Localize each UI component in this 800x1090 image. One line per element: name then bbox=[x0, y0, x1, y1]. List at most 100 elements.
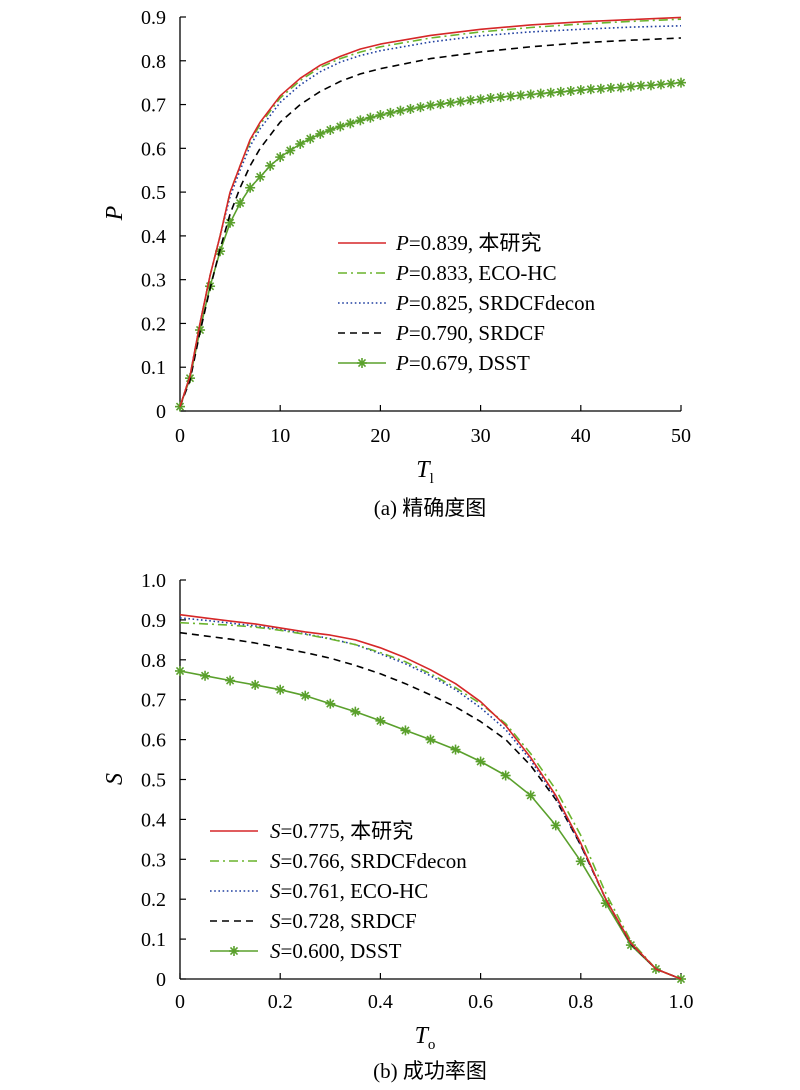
y-tick-label: 0.8 bbox=[141, 51, 166, 73]
series-marker bbox=[295, 138, 306, 149]
y-tick-label: 0.6 bbox=[141, 730, 166, 752]
series- bbox=[179, 613, 682, 980]
series-marker bbox=[445, 97, 456, 108]
legend-item: P=0.679, DSST bbox=[338, 351, 530, 375]
series-marker bbox=[555, 86, 566, 97]
series-marker bbox=[676, 77, 686, 88]
x-tick-label: 0.4 bbox=[368, 991, 393, 1013]
x-tick-label: 20 bbox=[370, 425, 390, 447]
y-tick-label: 0.6 bbox=[141, 138, 166, 160]
y-tick-label: 0.1 bbox=[141, 357, 166, 379]
series-marker bbox=[345, 118, 356, 129]
series-marker bbox=[475, 756, 486, 767]
legend-item: P=0.839, 本研究 bbox=[338, 231, 541, 255]
series-line bbox=[179, 621, 682, 980]
legend-item: S=0.600, DSST bbox=[210, 939, 402, 963]
x-tick-label: 0.2 bbox=[268, 991, 293, 1013]
legend: S=0.775, 本研究 S=0.766, SRDCFdecon S=0.761, … bbox=[210, 819, 467, 963]
legend-label: S=0.775, 本研究 bbox=[270, 819, 413, 843]
y-tick-label: 0.7 bbox=[141, 95, 166, 117]
legend-item: S=0.766, SRDCFdecon bbox=[210, 849, 467, 873]
legend-marker bbox=[229, 946, 239, 956]
series-marker bbox=[485, 92, 496, 103]
x-tick-label: 1.0 bbox=[669, 991, 694, 1013]
series-marker bbox=[245, 182, 256, 193]
series-marker bbox=[415, 102, 426, 113]
y-tick-label: 0.9 bbox=[141, 610, 166, 632]
series-marker bbox=[275, 684, 286, 695]
legend-marker bbox=[357, 358, 367, 368]
y-tick-label: 0.1 bbox=[141, 929, 166, 951]
series-marker bbox=[565, 85, 576, 96]
series-marker bbox=[365, 112, 376, 123]
series-marker bbox=[515, 90, 526, 101]
series-marker bbox=[475, 94, 486, 105]
series-line bbox=[179, 613, 682, 980]
legend-label: S=0.600, DSST bbox=[270, 939, 402, 963]
legend-label: S=0.728, SRDCF bbox=[270, 909, 417, 933]
y-tick-label: 0.9 bbox=[141, 7, 166, 29]
series-marker bbox=[395, 105, 406, 116]
y-tick-label: 0.2 bbox=[141, 313, 166, 335]
legend: P=0.839, 本研究 P=0.833, ECO-HC P=0.825, SRDC… bbox=[338, 231, 596, 375]
x-tick-label: 30 bbox=[471, 425, 491, 447]
series-marker bbox=[425, 734, 436, 745]
series-marker bbox=[635, 80, 646, 91]
series-marker bbox=[550, 820, 561, 831]
series-marker bbox=[615, 82, 626, 93]
series-marker bbox=[265, 160, 276, 171]
y-tick-label: 0 bbox=[156, 969, 166, 991]
series-srdcfdecon bbox=[179, 25, 682, 407]
series-eco-hc bbox=[179, 617, 682, 980]
series-marker bbox=[375, 110, 386, 121]
x-tick-label: 0.6 bbox=[468, 991, 493, 1013]
series-marker bbox=[225, 675, 236, 686]
y-tick-label: 0.5 bbox=[141, 182, 166, 204]
x-tick-label: 50 bbox=[671, 425, 691, 447]
legend-label: S=0.761, ECO-HC bbox=[270, 879, 428, 903]
series-marker bbox=[400, 725, 411, 736]
legend-item: S=0.728, SRDCF bbox=[210, 909, 417, 933]
series-marker bbox=[545, 87, 556, 98]
y-axis-title: P bbox=[102, 205, 128, 221]
series-marker bbox=[465, 95, 476, 106]
y-tick-label: 0.5 bbox=[141, 770, 166, 792]
series-srdcf bbox=[179, 37, 682, 407]
series-line bbox=[179, 16, 682, 407]
legend-label: S=0.766, SRDCFdecon bbox=[270, 849, 467, 873]
chart-caption: (b) 成功率图 bbox=[373, 1059, 487, 1083]
series-marker bbox=[625, 81, 636, 92]
series-marker bbox=[575, 85, 586, 96]
legend-item: P=0.790, SRDCF bbox=[338, 321, 545, 345]
legend-item: P=0.825, SRDCFdecon bbox=[338, 291, 596, 315]
y-tick-label: 0.7 bbox=[141, 690, 166, 712]
series-marker bbox=[585, 84, 596, 95]
chart-panel-b: 0 0.1 0.2 0.3 0.4 0.5 0.6 0.7 0.8 0.9 1.0 0 0.2 0.4 0.… bbox=[102, 570, 694, 1083]
y-tick-label: 0.4 bbox=[141, 809, 166, 831]
series-line bbox=[179, 670, 682, 980]
y-tick-label: 0.3 bbox=[141, 849, 166, 871]
x-axis-title: Tl bbox=[416, 457, 434, 487]
series- bbox=[179, 16, 682, 407]
legend-label: P=0.825, SRDCFdecon bbox=[395, 291, 596, 315]
legend-label: P=0.839, 本研究 bbox=[395, 231, 541, 255]
chart-caption: (a) 精确度图 bbox=[374, 496, 487, 520]
series-marker bbox=[175, 665, 185, 676]
series-marker bbox=[605, 82, 616, 93]
series-marker bbox=[275, 152, 286, 163]
series-marker bbox=[525, 790, 536, 801]
series-marker bbox=[250, 679, 261, 690]
series-srdcfdecon bbox=[179, 621, 682, 980]
series-marker bbox=[645, 80, 656, 91]
series-marker bbox=[425, 100, 436, 111]
series-line bbox=[179, 25, 682, 407]
series-marker bbox=[505, 91, 516, 102]
series-marker bbox=[300, 690, 311, 701]
y-tick-label: 0.2 bbox=[141, 889, 166, 911]
series-marker bbox=[235, 198, 246, 209]
series-marker bbox=[500, 770, 511, 781]
y-axis-title: S bbox=[102, 773, 128, 785]
x-tick-label: 0.8 bbox=[568, 991, 593, 1013]
